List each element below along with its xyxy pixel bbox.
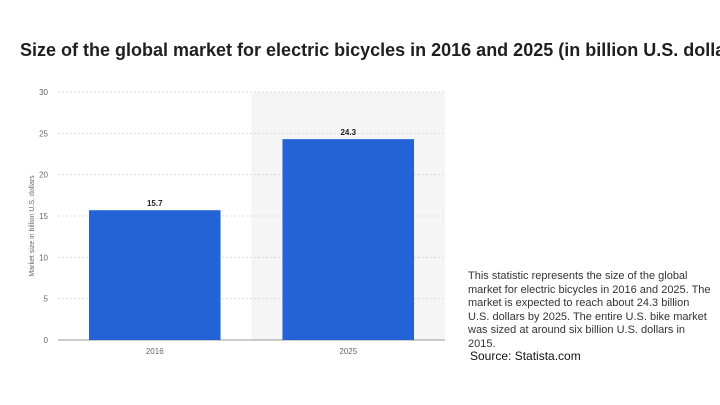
- y-tick-label: 15: [39, 212, 48, 221]
- page-title: Size of the global market for electric b…: [20, 40, 720, 60]
- y-tick-label: 10: [39, 253, 48, 262]
- description-text: This statistic represents the size of th…: [468, 270, 711, 350]
- x-tick-label-2016: 2016: [146, 347, 164, 356]
- y-axis-label: Market size in billion U.S. dollars: [29, 175, 36, 277]
- bar-2025: [282, 139, 415, 340]
- y-tick-label: 30: [39, 88, 48, 97]
- data-label-2025: 24.3: [340, 128, 356, 137]
- x-tick-label-2025: 2025: [339, 347, 357, 356]
- data-label-2016: 15.7: [147, 199, 163, 208]
- x-tick-labels: 2016 2025: [146, 347, 358, 356]
- bars: [88, 139, 415, 340]
- y-tick-labels: 0 5 10 15 20 25 30: [39, 88, 48, 345]
- y-tick-label: 25: [39, 129, 48, 138]
- y-tick-label: 20: [39, 171, 48, 180]
- y-tick-label: 5: [44, 295, 49, 304]
- source-text: Source: Statista.com: [470, 349, 581, 363]
- bar-2016: [88, 210, 221, 340]
- y-tick-label: 0: [44, 336, 49, 345]
- data-labels: 15.7 24.3: [147, 128, 357, 208]
